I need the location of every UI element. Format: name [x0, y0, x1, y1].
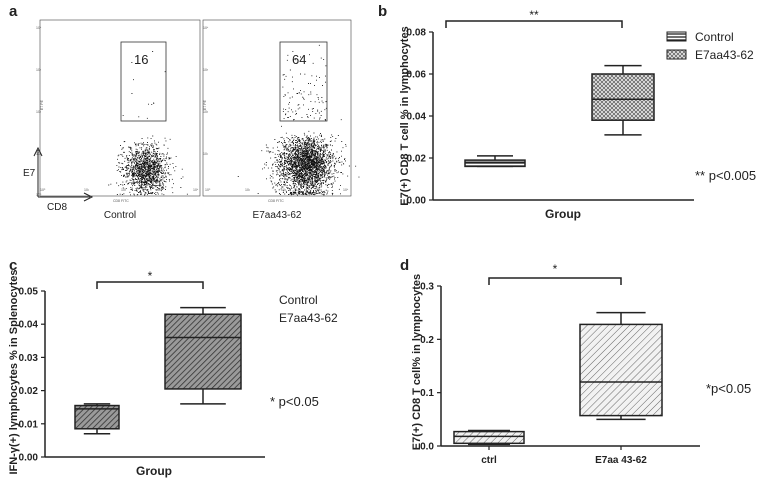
event-dots — [237, 44, 360, 196]
panel-letter-b: b — [378, 3, 387, 20]
y-tick-label: 0.06 — [407, 70, 427, 81]
panel-letter-a: a — [9, 3, 18, 20]
box-e7aa-43-62 — [579, 323, 663, 417]
flow-dot-cloud — [108, 51, 188, 196]
flow-plot-name: Control — [104, 210, 136, 221]
y-axis-label: IFN-γ(+) lymphocytes % in Splenocytes — [8, 269, 20, 474]
box-e7aa43-62 — [164, 313, 242, 390]
box-ctrl — [453, 430, 525, 445]
panel-letter-c: c — [9, 257, 17, 274]
gate-percent: 16 — [134, 52, 148, 67]
legend-label: Control — [279, 293, 318, 307]
y-tick-label: 0.00 — [19, 453, 39, 464]
box-control — [74, 404, 120, 430]
y-tick-label: 0.3 — [420, 282, 434, 293]
flow-x-axis-label: CD8 — [47, 202, 67, 213]
decade-label: 10⁴ — [193, 188, 199, 192]
arrow-head-icon — [83, 192, 94, 202]
decade-label: 10¹ — [245, 188, 251, 192]
legend-label: E7aa43-62 — [279, 311, 338, 325]
p-value-note: * p<0.05 — [270, 394, 319, 409]
decade-label: 10³ — [36, 68, 42, 72]
legend-swatch — [666, 49, 687, 60]
y-tick-label: 0.1 — [420, 388, 434, 399]
y-tick-label: 0.04 — [19, 320, 39, 331]
decade-label: 10³ — [315, 188, 321, 192]
x-category-label: ctrl — [481, 455, 497, 466]
y-tick-label: 0.02 — [19, 386, 39, 397]
significance-marker: * — [553, 262, 558, 276]
decade-label: 10³ — [203, 68, 209, 72]
gate-box — [279, 41, 328, 122]
box-control — [464, 159, 526, 168]
significance-bracket — [488, 277, 622, 285]
x-channel-label: CD8 FITC — [268, 199, 284, 203]
y-tick-label: 0.00 — [407, 196, 427, 207]
flow-plot-e7aa43-62: 64 E7 PE CD8 FITC 10⁴ 10³ 10² 10¹ 10⁰ 10… — [202, 19, 360, 221]
x-category-label: E7aa 43-62 — [595, 455, 647, 466]
decade-label: 10² — [36, 110, 42, 114]
p-value-note: *p<0.05 — [706, 381, 751, 396]
decade-label: 10⁰ — [205, 188, 211, 192]
panel-letter-d: d — [400, 257, 409, 274]
decade-label: 10² — [281, 188, 287, 192]
x-channel-label: CD8 FITC — [113, 199, 129, 203]
y-axis-label: E7(+) CD8 T cell % in lymphocytes — [399, 26, 411, 205]
flow-dot-cloud — [237, 44, 360, 196]
significance-bracket — [96, 281, 204, 289]
flow-plot-control: 16 E7 PE CD8 FITC 10⁴ 10³ 10² 10¹ 10⁰ 10… — [36, 19, 201, 221]
gate-percent: 64 — [292, 52, 306, 67]
significance-bracket — [445, 20, 623, 28]
decade-label: 10¹ — [203, 152, 209, 156]
decade-label: 10³ — [157, 188, 163, 192]
p-value-note: ** p<0.005 — [695, 168, 756, 183]
decade-label: 10¹ — [36, 152, 42, 156]
y-tick-label: 0.08 — [407, 28, 427, 39]
flow-y-axis-label: E7 — [23, 168, 36, 179]
legend-label: E7aa43-62 — [695, 48, 754, 62]
y-tick-label: 0.04 — [407, 112, 427, 123]
y-tick-label: 0.0 — [420, 442, 434, 453]
decade-label: 10⁴ — [36, 26, 42, 30]
y-channel-label: E7 PE — [203, 99, 207, 110]
box-chart-d: 0.0 0.1 0.2 0.3E7(+) CD8 T cell% in lymphoc… — [411, 262, 751, 466]
decade-label: 10⁰ — [36, 193, 42, 197]
decade-label: 10¹ — [84, 188, 90, 192]
arrow-head-icon — [33, 146, 43, 157]
y-tick-label: 0.05 — [19, 287, 39, 298]
flow-frame — [202, 19, 352, 197]
significance-marker: * — [148, 269, 153, 283]
decade-label: 10⁴ — [203, 26, 209, 30]
flow-frame — [39, 19, 201, 197]
legend-label: Control — [695, 30, 734, 44]
decade-label: 10⁰ — [40, 188, 46, 192]
y-tick-label: 0.2 — [420, 335, 434, 346]
y-tick-label: 0.01 — [19, 419, 39, 430]
box-e7aa43-62 — [591, 73, 655, 121]
decade-label: 10² — [121, 188, 127, 192]
flow-axis-arrows: E7 CD8 — [23, 146, 94, 213]
legend-swatch — [666, 31, 687, 42]
y-channel-label: E7 PE — [40, 99, 44, 110]
event-dots — [108, 51, 188, 196]
y-axis-label: E7(+) CD8 T cell% in lymphocytes — [411, 274, 423, 450]
x-axis-label: Group — [136, 464, 172, 478]
decade-label: 10⁴ — [343, 188, 349, 192]
decade-label: 10² — [203, 110, 209, 114]
significance-marker: ** — [529, 8, 539, 22]
gate-box — [120, 41, 167, 122]
flow-plot-name: E7aa43-62 — [253, 210, 302, 221]
y-tick-label: 0.02 — [407, 154, 427, 165]
x-axis-label: Group — [545, 207, 581, 221]
y-tick-label: 0.03 — [19, 353, 39, 364]
